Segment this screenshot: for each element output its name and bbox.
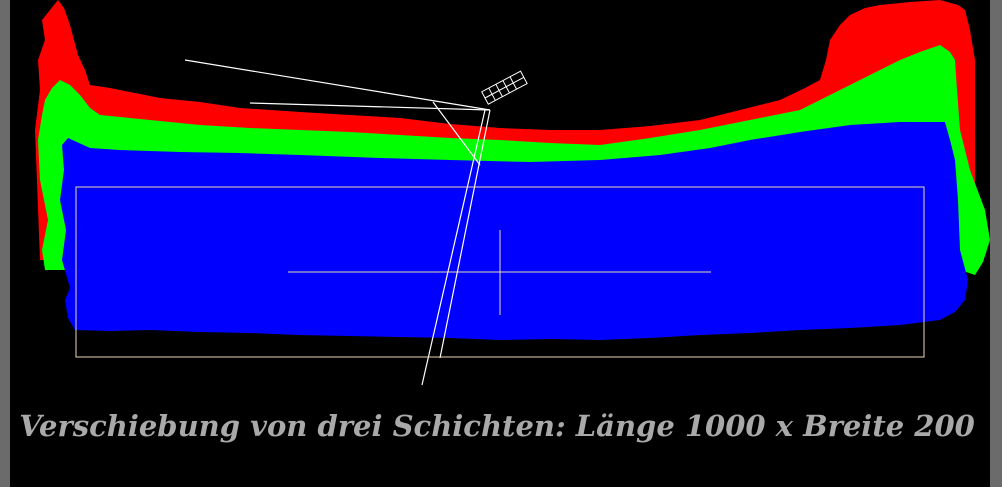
bounding-box (75, 186, 925, 358)
blue-layer (60, 122, 968, 340)
rigging-lines (184, 59, 491, 386)
probe-object (481, 70, 528, 105)
left-frame (0, 0, 10, 487)
right-frame (990, 0, 1002, 487)
caption: Verschiebung von drei Schichten: Länge 1… (19, 409, 975, 443)
